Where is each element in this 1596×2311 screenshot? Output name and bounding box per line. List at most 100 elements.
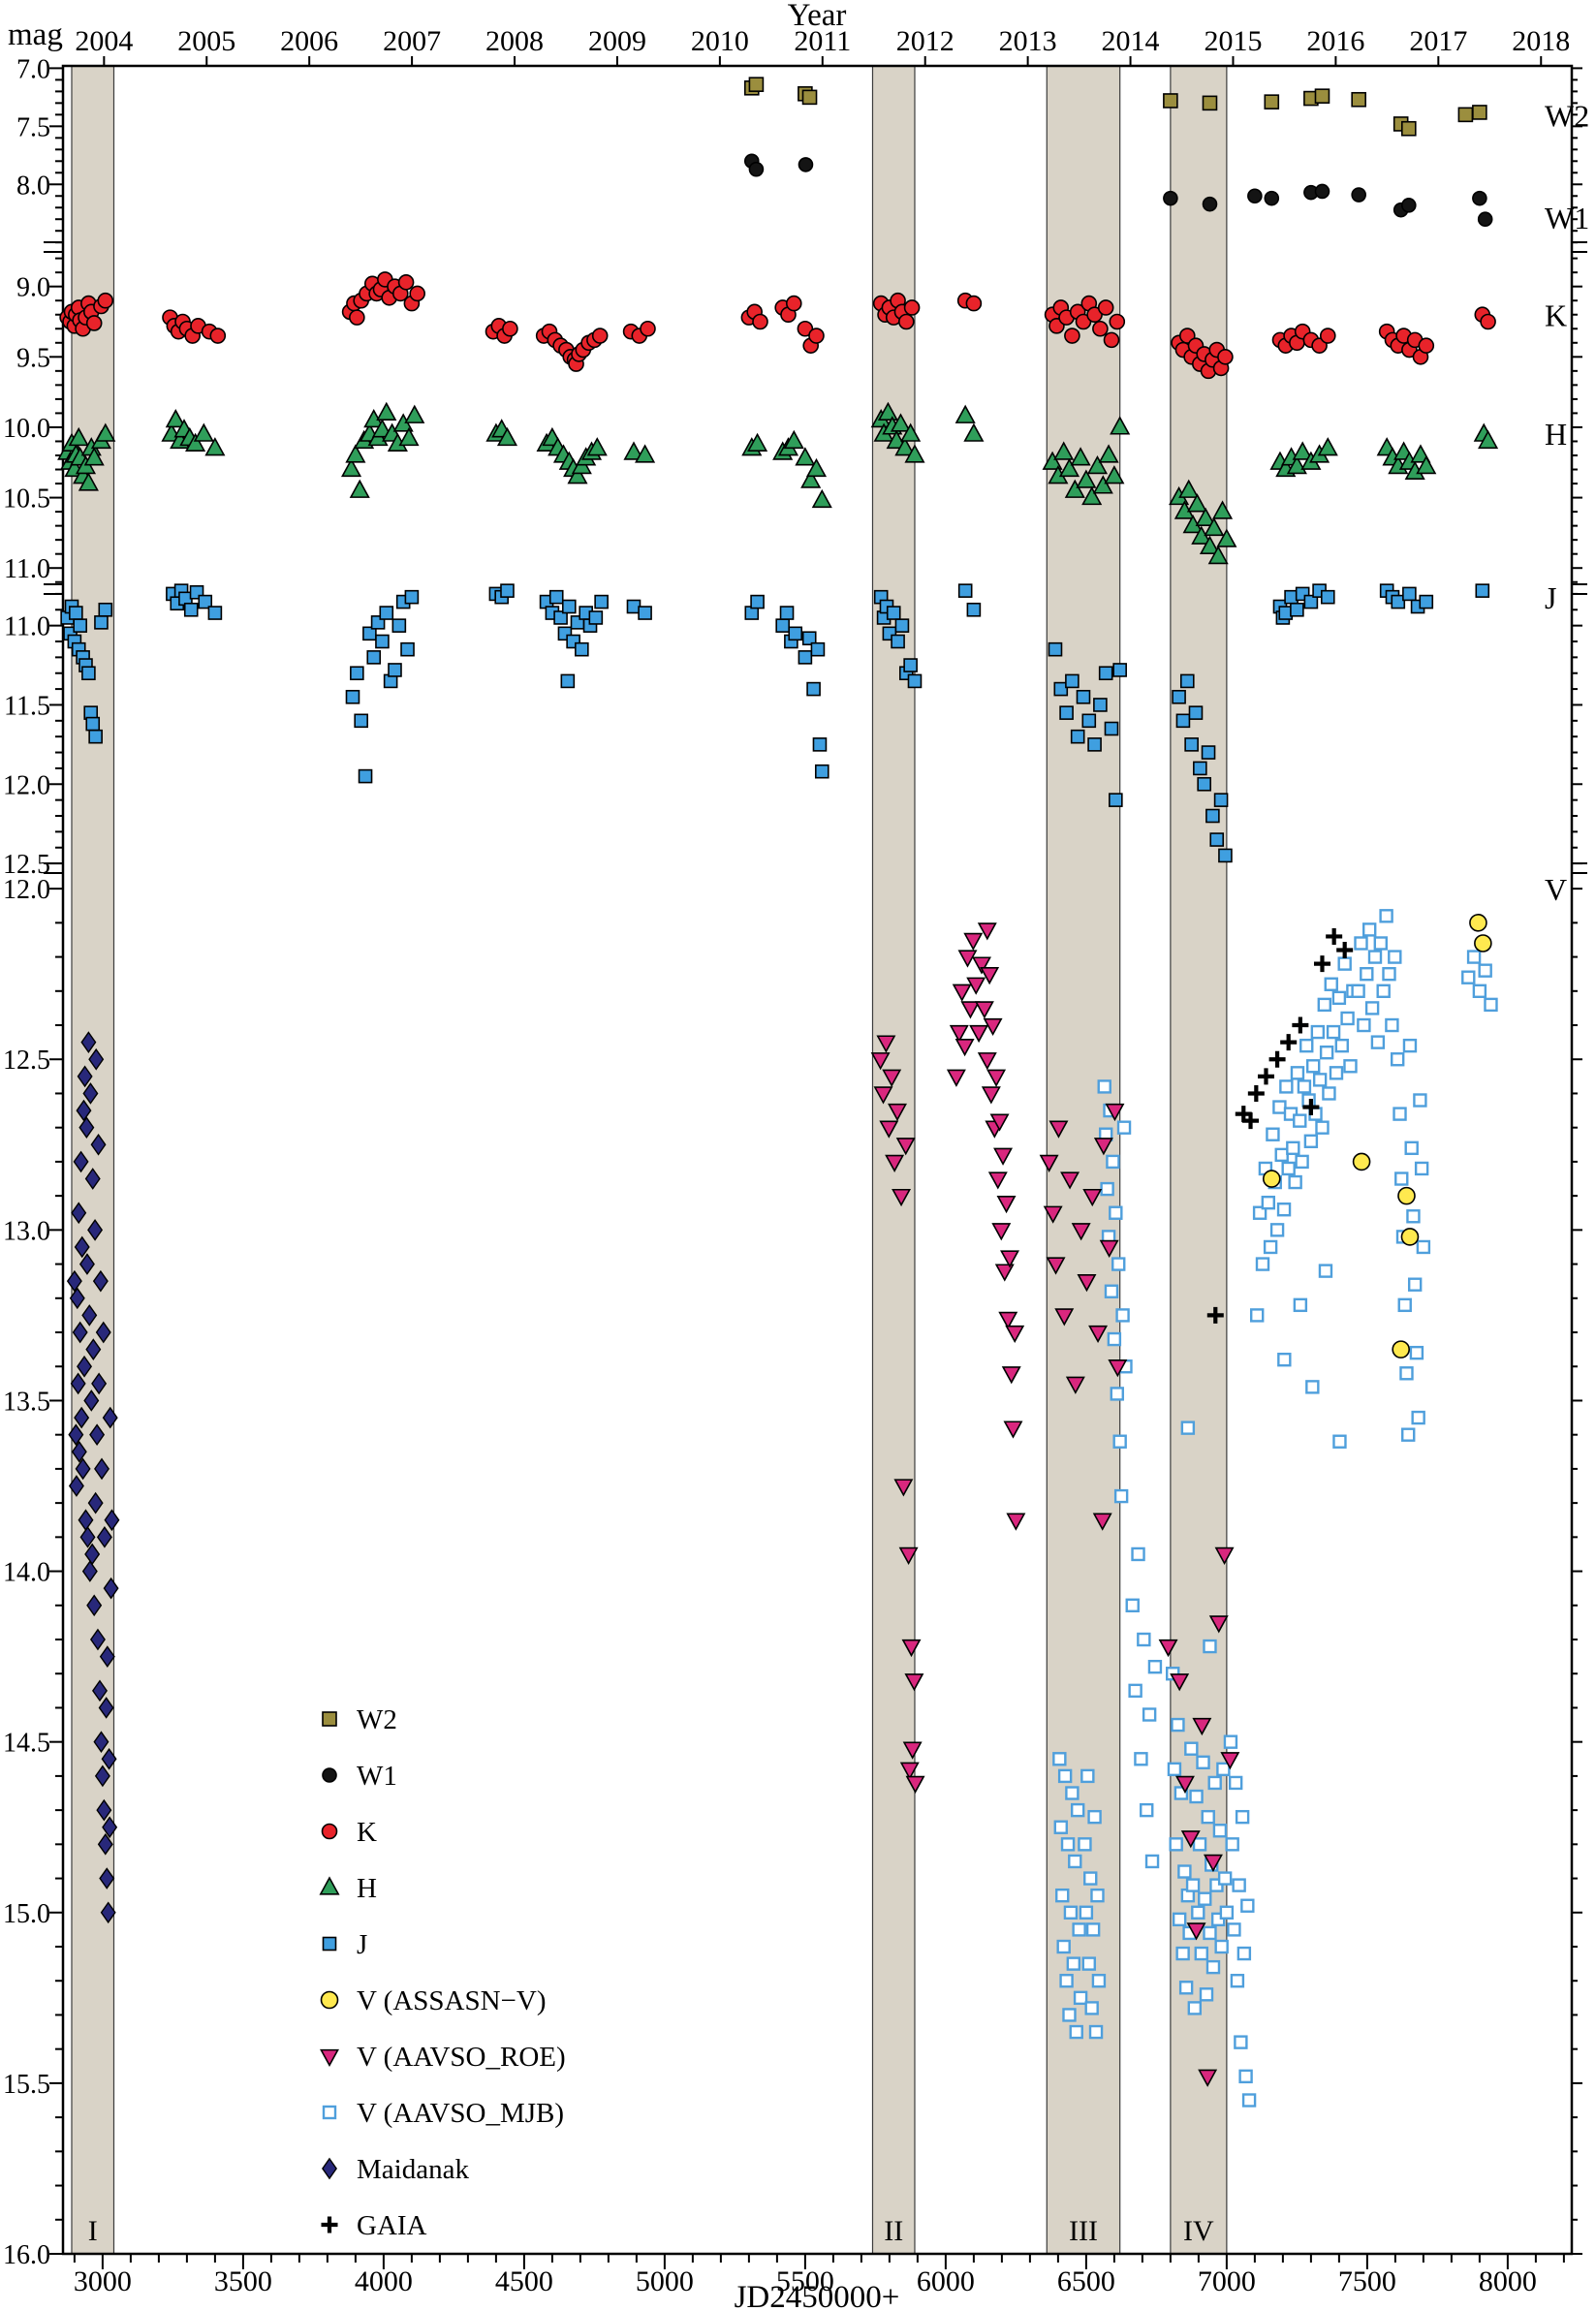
J-point: [379, 606, 394, 620]
ROE-point: [901, 1639, 922, 1658]
H-point: [83, 447, 105, 466]
ROE-point: [882, 1069, 902, 1087]
ROE-point: [1198, 2069, 1218, 2087]
ROE-point: [1186, 1922, 1206, 1941]
MJB-point: [1212, 1824, 1228, 1838]
MAIDANAK-point: [102, 1816, 118, 1839]
MAIDANAK-point: [85, 1338, 102, 1360]
MAIDANAK-point: [68, 1475, 84, 1497]
y-tick-label: 15.5: [3, 2070, 50, 2100]
MJB-point: [1322, 1086, 1336, 1101]
K-point: [349, 309, 365, 326]
year-tick-label: 2010: [691, 25, 749, 57]
MJB-point: [1241, 2093, 1257, 2108]
MAIDANAK-point: [99, 1867, 115, 1889]
legend-item-K: K: [321, 1817, 377, 1848]
J-point: [1184, 737, 1199, 752]
K-point: [1480, 313, 1496, 330]
legend-item-MJB: V (AAVSO_MJB): [322, 2098, 564, 2129]
ROE-point: [969, 1024, 989, 1044]
J-point: [1188, 705, 1204, 720]
K-point: [903, 299, 921, 316]
GAIA-point: [1302, 1099, 1320, 1116]
ROE-point: [1092, 1513, 1112, 1531]
series-ASSASN: [1262, 914, 1492, 1358]
MAIDANAK-point: [76, 1099, 92, 1122]
MJB-point: [1116, 1120, 1132, 1135]
K-point: [785, 295, 802, 312]
ROE-point: [899, 1762, 920, 1780]
J-point: [575, 641, 589, 657]
MJB-point: [1232, 1878, 1246, 1892]
MJB-point: [1337, 956, 1352, 971]
MJB-point: [1052, 1752, 1067, 1766]
MAIDANAK-point: [87, 1219, 104, 1241]
W1-point: [748, 161, 765, 177]
ASSASN-point: [1352, 1152, 1371, 1171]
MJB-point: [1407, 1277, 1423, 1292]
MAIDANAK-point: [322, 2157, 337, 2180]
MJB-point: [1334, 1038, 1349, 1053]
MJB-point: [1293, 1297, 1308, 1313]
series-K: [59, 271, 1496, 380]
legend-item-J: J: [322, 1929, 367, 1960]
ROE-point: [980, 967, 1000, 985]
ROE-point: [972, 956, 991, 975]
GAIA-point: [1336, 942, 1354, 959]
MJB-point: [1388, 950, 1402, 964]
K-point: [1064, 328, 1080, 344]
MJB-point: [1312, 1073, 1328, 1087]
MJB-point: [1416, 1239, 1431, 1255]
H-point: [68, 426, 89, 447]
MJB-point: [1343, 1059, 1358, 1074]
MAIDANAK-point: [102, 1406, 118, 1429]
J-point: [750, 594, 765, 609]
MJB-point: [1376, 984, 1391, 998]
ROE-point: [895, 1138, 916, 1156]
MJB-point: [1081, 1956, 1096, 1971]
MJB-point: [1115, 1308, 1130, 1323]
J-point: [354, 713, 368, 729]
top-axis-title: Year: [788, 0, 847, 33]
GAIA-point: [1206, 1306, 1224, 1324]
MJB-point: [1413, 1093, 1427, 1108]
MJB-point: [1070, 1802, 1085, 1818]
year-tick-label: 2012: [896, 25, 954, 57]
ROE-point: [946, 1069, 966, 1087]
J-point: [358, 768, 373, 784]
MJB-point: [1406, 1209, 1421, 1224]
MJB-point: [1068, 1854, 1082, 1869]
J-point: [561, 599, 577, 614]
GAIA-point: [1280, 1034, 1298, 1051]
MJB-point: [1414, 1161, 1429, 1176]
MJB-point: [1373, 936, 1389, 951]
MAIDANAK-point: [89, 1628, 106, 1651]
H-point: [1053, 441, 1075, 460]
MAIDANAK-point: [83, 1390, 100, 1412]
J-point: [560, 673, 576, 689]
J-point: [198, 594, 213, 609]
MAIDANAK-point: [71, 1202, 87, 1225]
MJB-point: [1056, 1939, 1071, 1954]
GAIA-point: [1242, 1112, 1260, 1130]
MJB-point: [1228, 1775, 1243, 1791]
year-tick-label: 2007: [383, 25, 441, 57]
H-point: [586, 437, 608, 456]
mag-axis-title: mag: [8, 17, 63, 52]
ROE-point: [905, 1775, 925, 1794]
legend-label-J: J: [357, 1929, 367, 1960]
J-point: [894, 618, 910, 633]
MJB-point: [1205, 1959, 1221, 1975]
y-tick-label: 12.0: [3, 875, 50, 905]
H-point: [376, 401, 397, 422]
legend-item-ROE: V (AAVSO_ROE): [320, 2042, 566, 2073]
ASSASN-point: [1474, 934, 1492, 953]
H-point: [635, 444, 656, 463]
band-label-IV: IV: [1183, 2215, 1214, 2247]
ROE-point: [993, 1147, 1014, 1166]
ROE-point: [1054, 1308, 1075, 1327]
GAIA-point: [1313, 955, 1330, 973]
MJB-point: [1177, 1864, 1192, 1879]
K-point: [1319, 328, 1336, 344]
